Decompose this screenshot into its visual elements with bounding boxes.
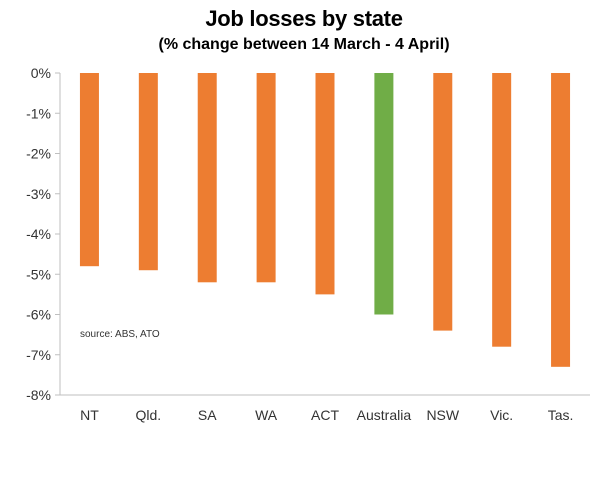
bar-nsw (433, 73, 453, 331)
bar-tas (551, 73, 571, 367)
x-tick-label: WA (255, 407, 278, 423)
y-tick-label: -6% (26, 307, 51, 323)
bars (79, 73, 571, 367)
x-tick-label: SA (198, 407, 217, 423)
y-tick-label: 0% (31, 65, 51, 81)
x-tick-label: Vic. (490, 407, 513, 423)
x-tick-label: Qld. (135, 407, 161, 423)
x-tick-label: Tas. (548, 407, 574, 423)
y-tick-label: -7% (26, 347, 51, 363)
bar-sa (197, 73, 217, 283)
x-tick-label: Australia (357, 407, 412, 423)
bar-wa (256, 73, 276, 283)
y-tick-label: -1% (26, 105, 51, 121)
x-tick-label: NT (80, 407, 99, 423)
y-tick-label: -3% (26, 186, 51, 202)
x-tick-label: NSW (426, 407, 459, 423)
source-annotation: source: ABS, ATO (80, 329, 160, 340)
y-tick-label: -4% (26, 226, 51, 242)
x-tick-label: ACT (311, 407, 339, 423)
bar-qld (138, 73, 158, 271)
y-tick-label: -2% (26, 146, 51, 162)
bar-act (315, 73, 335, 295)
chart-title: Job losses by state (205, 6, 403, 31)
bar-vic (492, 73, 512, 347)
y-axis-ticks: 0% -1% -2% -3% -4% -5% -6% -7% -8% (26, 65, 60, 403)
y-tick-label: -5% (26, 266, 51, 282)
chart-subtitle: (% change between 14 March - 4 April) (158, 36, 450, 53)
y-tick-label: -8% (26, 387, 51, 403)
bar-australia (374, 73, 394, 315)
x-axis-labels: NT Qld. SA WA ACT Australia NSW Vic. Tas. (80, 407, 573, 423)
bar-nt (79, 73, 99, 267)
